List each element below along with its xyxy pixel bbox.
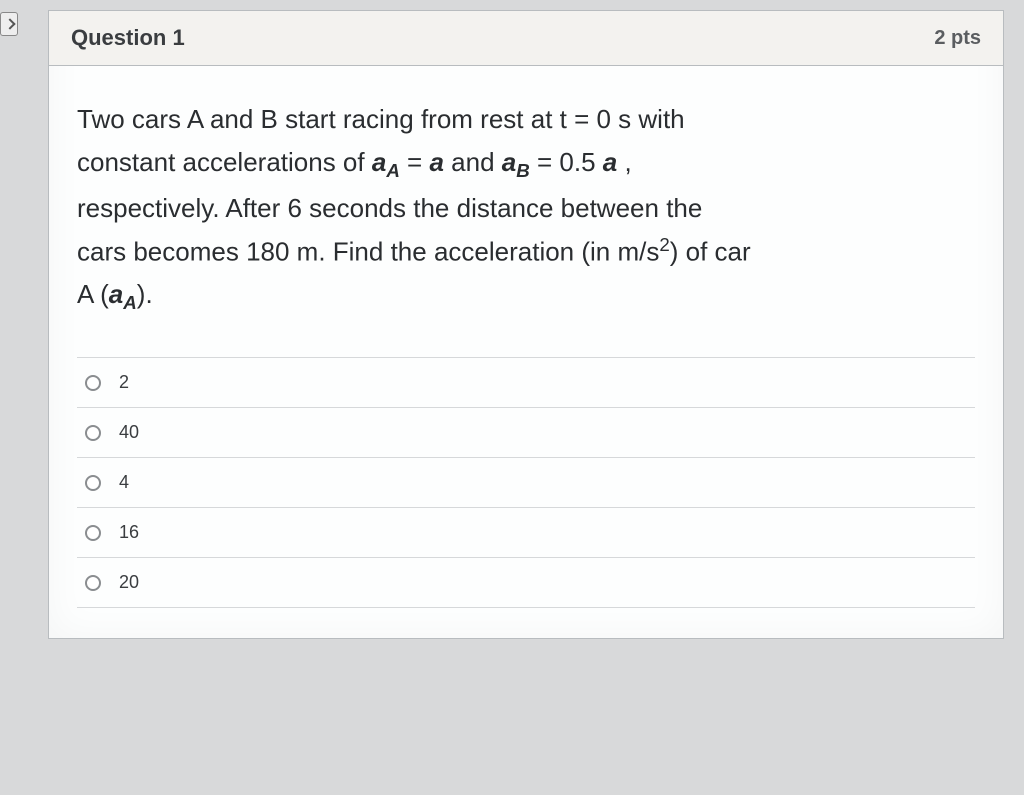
sub-B: B (516, 160, 530, 181)
sym-aA: a (372, 147, 386, 177)
sym-aA-2: a (109, 279, 123, 309)
and-text: and (444, 147, 502, 177)
radio-icon (85, 575, 101, 591)
comma: , (617, 147, 631, 177)
sub-A: A (386, 160, 400, 181)
question-body: Two cars A and B start racing from rest … (49, 66, 1003, 638)
option-item[interactable]: 20 (77, 558, 975, 608)
radio-icon (85, 525, 101, 541)
sym-b: a (603, 147, 617, 177)
option-label: 2 (119, 372, 129, 393)
radio-icon (85, 475, 101, 491)
question-title: Question 1 (71, 25, 185, 51)
option-item[interactable]: 16 (77, 508, 975, 558)
radio-icon (85, 425, 101, 441)
question-line3: respectively. After 6 seconds the distan… (77, 193, 702, 223)
option-item[interactable]: 40 (77, 408, 975, 458)
option-item[interactable]: 4 (77, 458, 975, 508)
question-text: Two cars A and B start racing from rest … (77, 98, 975, 319)
question-points: 2 pts (934, 27, 981, 50)
eq-a: = (400, 147, 430, 177)
question-header: Question 1 2 pts (49, 11, 1003, 66)
prev-question-nav[interactable] (0, 12, 18, 36)
question-card: Question 1 2 pts Two cars A and B start … (48, 10, 1004, 639)
option-label: 4 (119, 472, 129, 493)
sym-a: a (429, 147, 443, 177)
radio-icon (85, 375, 101, 391)
sym-aB: a (502, 147, 516, 177)
sup-2: 2 (659, 234, 669, 255)
question-line5-suffix: ). (137, 279, 153, 309)
question-line4-prefix: cars becomes 180 m. Find the acceleratio… (77, 237, 659, 267)
option-label: 40 (119, 422, 139, 443)
sub-A-2: A (123, 293, 137, 314)
question-line4-suffix: ) of car (670, 237, 751, 267)
options-list: 2 40 4 16 20 (77, 357, 975, 608)
eq-b: = 0.5 (530, 147, 603, 177)
question-line1: Two cars A and B start racing from rest … (77, 104, 685, 134)
option-label: 16 (119, 522, 139, 543)
option-item[interactable]: 2 (77, 358, 975, 408)
question-line5-prefix: A ( (77, 279, 109, 309)
option-label: 20 (119, 572, 139, 593)
chevron-right-icon (0, 12, 18, 36)
question-line2-prefix: constant accelerations of (77, 147, 372, 177)
